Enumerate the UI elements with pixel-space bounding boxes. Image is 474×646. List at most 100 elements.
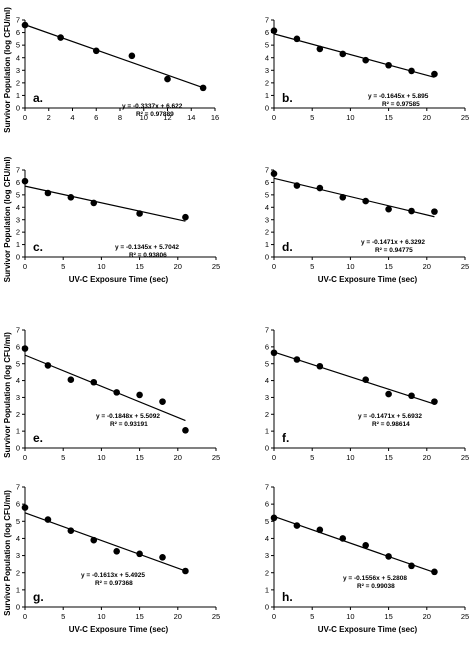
trendline [273,177,435,218]
y-axis-title: Survivor Population (log CFU/ml) [3,156,12,282]
y-tick-label: 5 [16,190,20,199]
data-point [431,568,438,576]
trendline [273,33,435,78]
y-tick-label: 3 [265,215,269,224]
y-tick-label: 5 [265,190,269,199]
x-tick-label: 20 [423,113,431,122]
x-tick-label: 15 [135,612,143,621]
x-tick-label: 16 [211,113,219,122]
x-tick-label: 0 [272,113,276,122]
x-tick-label: 20 [423,262,431,271]
y-tick-label: 7 [265,16,269,25]
y-tick-label: 5 [16,517,20,526]
x-tick-label: 0 [272,453,276,462]
x-tick-label: 10 [346,113,354,122]
panel-label: e. [33,431,43,445]
trendline [24,24,204,89]
y-tick-label: 0 [265,444,269,453]
y-tick-label: 1 [16,91,20,100]
y-tick-label: 6 [265,342,269,351]
trendline-equation: y = -0.1848x + 5.5092 [96,413,160,420]
y-tick-label: 7 [16,483,20,492]
y-tick-label: 4 [265,53,269,62]
x-tick-label: 6 [94,113,98,122]
data-point [385,553,392,560]
x-tick-label: 15 [384,453,392,462]
x-tick-label: 0 [23,113,27,122]
y-tick-label: 2 [16,410,20,419]
trendline-equation: y = -0.1645x + 5.895 [368,93,429,100]
data-point [159,398,166,405]
data-point [164,75,171,83]
y-tick-label: 1 [265,427,269,436]
trendline-equation: y = -0.1556x + 5.2808 [343,575,407,582]
y-tick-label: 0 [265,253,269,262]
y-tick-label: 2 [265,78,269,87]
data-point [136,210,143,217]
x-tick-label: 20 [174,262,182,271]
data-point [270,349,278,357]
x-tick-label: 10 [97,453,105,462]
x-tick-label: 25 [461,113,469,122]
x-tick-label: 0 [272,262,276,271]
data-point [90,199,98,207]
data-point [362,197,369,205]
data-point [408,392,415,400]
x-tick-label: 10 [346,262,354,271]
data-point [90,378,98,386]
y-tick-label: 1 [265,240,269,249]
x-tick-label: 0 [272,612,276,621]
x-tick-label: 20 [423,612,431,621]
x-tick-label: 20 [174,612,182,621]
data-point [339,50,347,58]
x-tick-label: 15 [135,262,143,271]
y-tick-label: 4 [265,203,269,212]
y-tick-label: 0 [265,603,269,612]
panel-label: h. [282,590,293,604]
y-tick-label: 3 [265,66,269,75]
data-point [67,527,75,535]
y-tick-label: 5 [16,41,20,50]
data-point [270,170,278,178]
x-tick-label: 10 [97,612,105,621]
y-tick-label: 6 [16,28,20,37]
y-tick-label: 6 [16,500,20,509]
x-tick-label: 10 [140,113,148,122]
x-tick-label: 5 [310,612,314,621]
y-tick-label: 2 [16,78,20,87]
panel-label: f. [282,431,289,445]
data-point [270,514,278,522]
data-point [293,35,301,43]
y-tick-label: 7 [265,166,269,175]
x-tick-label: 0 [23,262,27,271]
y-tick-label: 7 [265,483,269,492]
r-squared-label: R² = 0.97368 [95,580,133,587]
r-squared-label: R² = 0.93191 [110,421,148,428]
y-tick-label: 0 [16,104,20,113]
data-point [182,213,189,221]
y-tick-label: 4 [16,376,20,385]
data-point [408,207,415,215]
data-point [57,34,64,41]
y-tick-label: 7 [16,166,20,175]
data-point [44,362,52,369]
data-point [408,562,415,570]
data-point [128,52,136,60]
y-tick-label: 4 [16,534,20,543]
x-tick-label: 25 [461,262,469,271]
x-tick-label: 0 [23,612,27,621]
x-tick-label: 25 [461,453,469,462]
x-tick-label: 10 [97,262,105,271]
data-point [362,376,369,384]
y-tick-label: 4 [16,53,20,62]
data-point [339,535,347,542]
data-point [44,189,52,197]
x-tick-label: 15 [384,612,392,621]
data-point [385,205,392,213]
x-tick-label: 4 [70,113,74,122]
x-tick-label: 5 [61,262,65,271]
data-point [44,516,52,523]
data-point [385,61,392,69]
panel-label: d. [282,240,293,254]
